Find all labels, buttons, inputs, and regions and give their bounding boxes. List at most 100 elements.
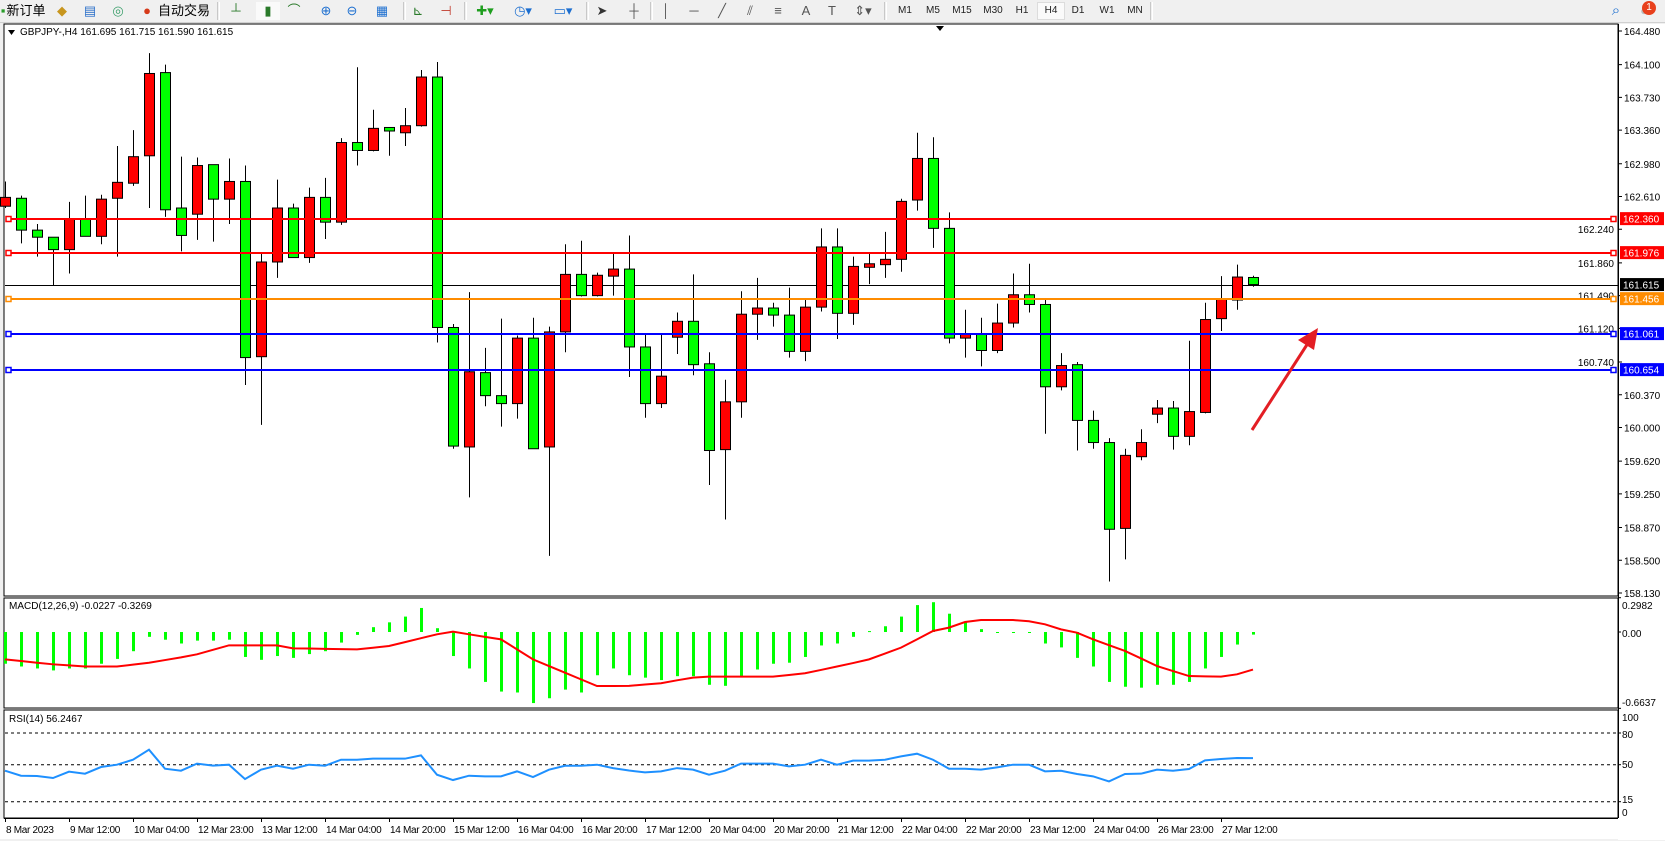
- price-tick-label: 163.730: [1624, 93, 1661, 104]
- candle: [192, 165, 203, 215]
- vertical-line-icon[interactable]: │: [661, 3, 671, 18]
- candle: [224, 180, 235, 200]
- line-handle-icon[interactable]: [5, 215, 12, 223]
- macd-bar: [500, 632, 503, 692]
- candle: [1152, 407, 1163, 415]
- text-label-icon[interactable]: T: [828, 3, 836, 18]
- crosshair-icon[interactable]: ┼: [629, 3, 639, 18]
- price-tag: [1620, 292, 1664, 306]
- chart-shift-icon[interactable]: ⊣: [440, 3, 452, 18]
- candle: [704, 363, 715, 452]
- rsi-tick-label: 15: [1622, 795, 1634, 806]
- line-handle-icon[interactable]: [1610, 215, 1617, 223]
- candle: [384, 126, 395, 132]
- timeframe-d1[interactable]: D1: [1071, 5, 1085, 16]
- timeframe-w1[interactable]: W1: [1099, 5, 1115, 16]
- macd-bar: [1140, 632, 1143, 688]
- terminal-icon[interactable]: ▤: [83, 3, 97, 18]
- macd-bar: [900, 616, 903, 632]
- timeframe-m30[interactable]: M30: [983, 5, 1003, 16]
- text-icon[interactable]: A: [801, 3, 811, 18]
- candles: [0, 53, 1259, 582]
- time-tick-label: 26 Mar 23:00: [1158, 825, 1214, 836]
- price-tag-label: 160.654: [1623, 366, 1660, 377]
- toolbar-separator: [217, 2, 220, 20]
- bar-chart-icon[interactable]: ┴: [231, 3, 241, 18]
- macd-bar: [388, 622, 391, 632]
- tile-windows-icon[interactable]: ▦: [375, 3, 389, 18]
- macd-bar: [340, 632, 343, 643]
- toolbar-separator: [403, 2, 406, 20]
- candle: [304, 196, 315, 259]
- zoom-in-icon[interactable]: ⊕: [320, 3, 332, 18]
- notification-badge[interactable]: 1: [1642, 1, 1656, 15]
- trendline-icon[interactable]: ╱: [718, 3, 726, 18]
- price-axis[interactable]: [1618, 24, 1665, 840]
- candle: [240, 180, 251, 359]
- signals-icon[interactable]: ◎: [112, 3, 124, 18]
- auto-trading-icon[interactable]: ●: [143, 3, 151, 18]
- line-handle-icon[interactable]: [5, 249, 12, 257]
- horizontal-line-icon[interactable]: ─: [689, 3, 699, 18]
- arrow-annotation[interactable]: [1250, 339, 1312, 431]
- templates-icon[interactable]: ▭▾: [553, 3, 573, 18]
- time-tick-label: 12 Mar 23:00: [198, 825, 254, 836]
- candle: [1104, 442, 1115, 530]
- line-handle-icon[interactable]: [1610, 366, 1617, 374]
- timeframe-m5[interactable]: M5: [926, 5, 940, 16]
- price-tick-label: 159.620: [1624, 457, 1661, 468]
- zoom-out-icon[interactable]: ⊖: [346, 3, 358, 18]
- time-tick-label: 13 Mar 12:00: [262, 825, 318, 836]
- toolbar-separator: [650, 2, 653, 20]
- price-tag: [1620, 246, 1664, 260]
- collapse-triangle-icon[interactable]: [8, 30, 15, 35]
- line-handle-icon[interactable]: [5, 330, 12, 338]
- macd-panel[interactable]: [3, 597, 1619, 709]
- line-chart-icon[interactable]: ⌒: [287, 3, 301, 18]
- new-order-button[interactable]: 新订单: [6, 3, 46, 18]
- time-tick-label: 10 Mar 04:00: [134, 825, 190, 836]
- candle: [32, 229, 43, 238]
- fibonacci-icon[interactable]: ≡: [774, 3, 782, 18]
- cursor-icon[interactable]: ➤: [596, 3, 608, 18]
- new-order-icon[interactable]: ▪: [0, 3, 6, 18]
- candle: [96, 198, 107, 237]
- macd-bar: [1044, 632, 1047, 644]
- macd-bar: [436, 628, 439, 632]
- price-tag-label: 161.615: [1623, 281, 1660, 292]
- timeframe-m1[interactable]: M1: [898, 5, 912, 16]
- timeframe-h4[interactable]: H4: [1037, 2, 1065, 20]
- line-handle-icon[interactable]: [1610, 249, 1617, 257]
- macd-bar: [20, 632, 23, 667]
- timeframe-mn[interactable]: MN: [1127, 5, 1143, 16]
- time-tick-label: 22 Mar 20:00: [966, 825, 1022, 836]
- candle: [320, 196, 331, 223]
- new-chart-icon[interactable]: ✚▾: [476, 3, 494, 18]
- line-handle-icon[interactable]: [5, 295, 12, 303]
- candle: [1120, 454, 1131, 529]
- macd-bar: [804, 632, 807, 657]
- line-handle-icon[interactable]: [1610, 330, 1617, 338]
- candle: [560, 273, 571, 333]
- equidistant-channel-icon[interactable]: ⫽: [747, 3, 753, 18]
- candlestick-icon[interactable]: ▮: [256, 2, 280, 20]
- auto-trading-button[interactable]: 自动交易: [158, 3, 211, 18]
- search-icon[interactable]: ⌕: [1611, 2, 1621, 19]
- timeframe-h1[interactable]: H1: [1015, 5, 1029, 16]
- candle: [1040, 303, 1051, 388]
- gold-icon[interactable]: ◆: [57, 3, 67, 18]
- candle: [464, 371, 475, 448]
- line-handle-icon[interactable]: [1610, 295, 1617, 303]
- macd-bar: [276, 632, 279, 657]
- rsi-panel[interactable]: [3, 709, 1619, 819]
- chart-shift-marker-icon[interactable]: [936, 26, 944, 31]
- macd-bar: [1108, 632, 1111, 682]
- price-tag: [1620, 212, 1664, 226]
- line-handle-icon[interactable]: [5, 366, 12, 374]
- auto-scroll-icon[interactable]: ⊾: [412, 3, 424, 18]
- time-tick-label: 27 Mar 12:00: [1222, 825, 1278, 836]
- arrows-icon[interactable]: ⇕▾: [854, 3, 872, 18]
- timeframe-m15[interactable]: M15: [952, 5, 972, 16]
- periods-icon[interactable]: ◷▾: [514, 3, 532, 18]
